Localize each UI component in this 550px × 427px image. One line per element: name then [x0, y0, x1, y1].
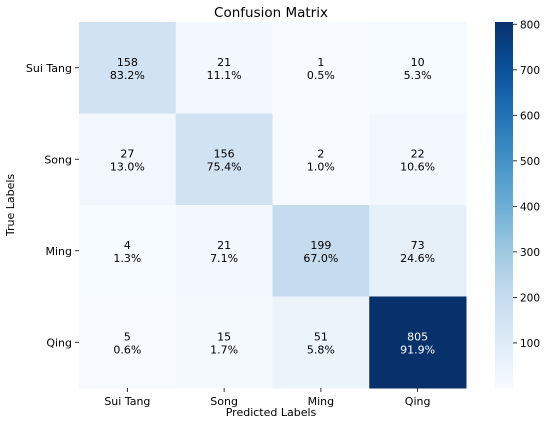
cell-count-label: 51 [314, 330, 328, 343]
cell-count-label: 4 [124, 239, 131, 252]
heatmap-cell [175, 205, 273, 297]
cell-count-label: 158 [117, 56, 138, 69]
cell-percent-label: 1.3% [113, 252, 141, 265]
cell-percent-label: 5.3% [404, 69, 432, 82]
colorbar [495, 22, 513, 388]
cell-percent-label: 24.6% [400, 252, 435, 265]
cell-percent-label: 83.2% [110, 69, 145, 82]
cell-count-label: 15 [217, 330, 231, 343]
cell-count-label: 156 [214, 147, 235, 160]
colorbar-tick-label: 600 [520, 110, 540, 122]
colorbar-tick-label: 200 [520, 292, 540, 304]
heatmap-cell [175, 296, 273, 389]
heatmap-cell [369, 205, 467, 297]
cell-count-label: 73 [411, 239, 425, 252]
cell-percent-label: 10.6% [400, 160, 435, 173]
cell-percent-label: 91.9% [400, 343, 435, 356]
cell-percent-label: 1.0% [307, 160, 335, 173]
heatmap-cell [369, 113, 467, 206]
y-tick-label: Song [44, 153, 72, 166]
cell-percent-label: 7.1% [210, 252, 238, 265]
colorbar-tick-label: 800 [520, 19, 540, 31]
cell-percent-label: 0.5% [307, 69, 335, 82]
colorbar-tick-label: 500 [520, 156, 540, 168]
cell-percent-label: 0.6% [113, 343, 141, 356]
y-axis-label: True Labels [4, 174, 17, 238]
x-tick-label: Qing [405, 395, 431, 408]
y-axis-ticks: Sui Tang Song Ming Qing [26, 62, 79, 349]
heatmap-cell [272, 205, 370, 297]
cell-count-label: 5 [124, 330, 131, 343]
heatmap-cell [79, 205, 177, 297]
heatmap-cell [369, 22, 467, 114]
cell-count-label: 22 [411, 147, 425, 160]
cell-count-label: 1 [317, 56, 324, 69]
x-axis-ticks: Sui Tang Song Ming Qing [104, 388, 430, 408]
cell-count-label: 2 [317, 147, 324, 160]
cell-count-label: 27 [120, 147, 134, 160]
heatmap-cell [272, 296, 370, 389]
heatmap-cells: 15883.2%2111.1%10.5%105.3%2713.0%15675.4… [79, 22, 467, 389]
y-tick-label: Ming [45, 245, 72, 258]
heatmap-cell [79, 113, 177, 206]
colorbar-tick-label: 100 [520, 338, 540, 350]
heatmap-cell [175, 22, 273, 114]
cell-count-label: 199 [310, 239, 331, 252]
colorbar-tick-label: 300 [520, 247, 540, 259]
y-tick-label: Qing [46, 336, 72, 349]
heatmap-cell [272, 113, 370, 206]
x-axis-label: Predicted Labels [226, 406, 317, 419]
cell-count-label: 21 [217, 56, 231, 69]
chart-title: Confusion Matrix [214, 5, 328, 21]
cell-count-label: 21 [217, 239, 231, 252]
y-tick-label: Sui Tang [26, 62, 72, 75]
x-tick-label: Ming [308, 395, 335, 408]
colorbar-tick-label: 700 [520, 65, 540, 77]
colorbar-tick-label: 400 [520, 201, 540, 213]
x-tick-label: Song [210, 395, 238, 408]
heatmap-cell [175, 113, 273, 206]
heatmap-cell [79, 22, 177, 114]
cell-percent-label: 67.0% [303, 252, 338, 265]
cell-percent-label: 75.4% [207, 160, 242, 173]
heatmap-cell [369, 296, 467, 389]
cell-percent-label: 11.1% [207, 69, 242, 82]
cell-percent-label: 5.8% [307, 343, 335, 356]
colorbar-ticks: 100 200 300 400 500 600 700 800 [513, 19, 540, 350]
cell-count-label: 10 [411, 56, 425, 69]
cell-percent-label: 1.7% [210, 343, 238, 356]
heatmap-cell [272, 22, 370, 114]
x-tick-label: Sui Tang [104, 395, 150, 408]
cell-count-label: 805 [407, 330, 428, 343]
cell-percent-label: 13.0% [110, 160, 145, 173]
heatmap-cell [79, 296, 177, 389]
